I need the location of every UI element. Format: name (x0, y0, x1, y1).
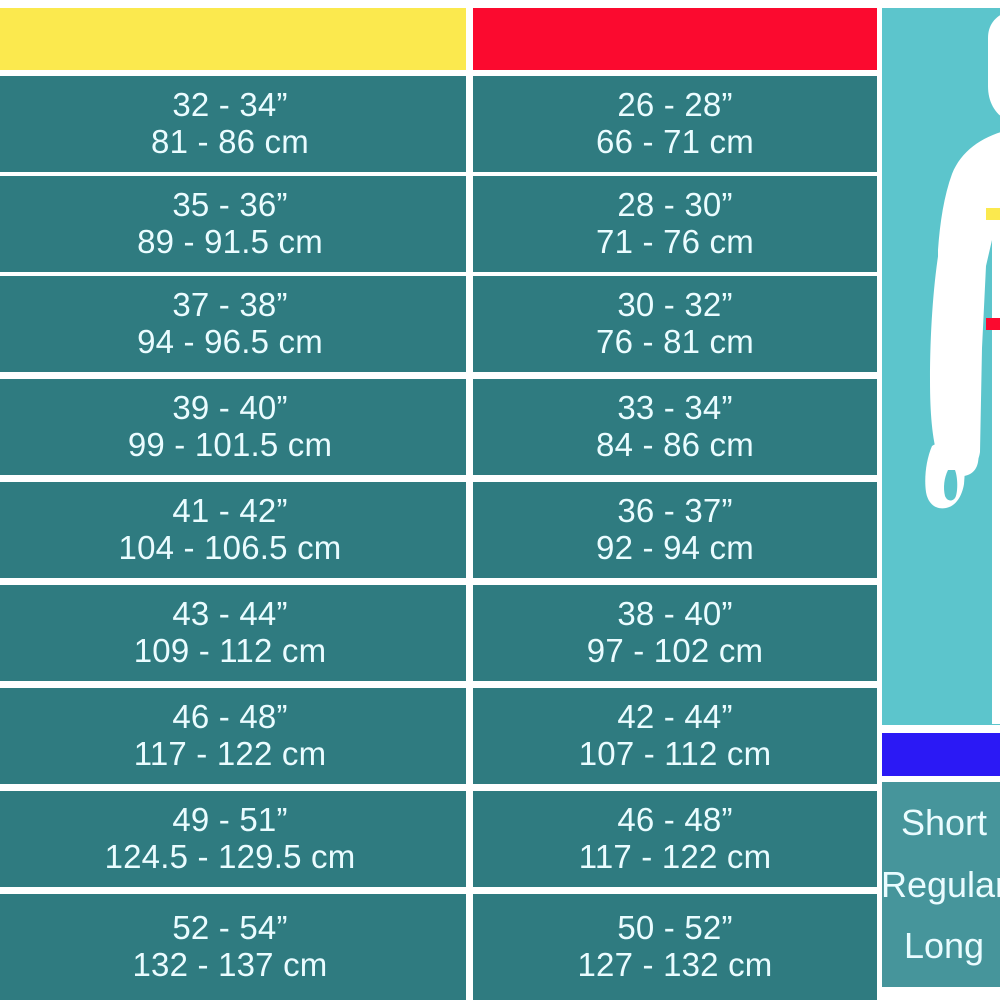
table-row: 49 - 51” 124.5 - 129.5 cm (0, 791, 466, 887)
waist-cm: 97 - 102 cm (586, 632, 764, 669)
chest-measure-line (986, 208, 1000, 220)
table-row: 28 - 30” 71 - 76 cm (473, 176, 877, 272)
body-silhouette-icon (925, 15, 1000, 724)
chest-inches: 49 - 51” (172, 801, 288, 839)
waist-cm: 127 - 132 cm (577, 946, 773, 983)
chest-cm: 94 - 96.5 cm (137, 323, 323, 360)
chest-cm: 104 - 106.5 cm (118, 529, 342, 566)
table-row: 43 - 44” 109 - 112 cm (0, 585, 466, 681)
length-option-long[interactable]: Long (903, 925, 985, 967)
chest-inches: 39 - 40” (172, 389, 288, 427)
waist-cm: 76 - 81 cm (596, 323, 754, 360)
waist-inches: 30 - 32” (617, 286, 733, 324)
waist-inches: 42 - 44” (617, 698, 733, 736)
table-row: 30 - 32” 76 - 81 cm (473, 276, 877, 372)
table-row: 41 - 42” 104 - 106.5 cm (0, 482, 466, 578)
table-row: 42 - 44” 107 - 112 cm (473, 688, 877, 784)
length-header-bar (882, 733, 1000, 776)
waist-cm: 117 - 122 cm (578, 838, 772, 875)
table-row: 32 - 34” 81 - 86 cm (0, 76, 466, 172)
chest-inches: 52 - 54” (172, 909, 288, 947)
chest-inches: 41 - 42” (172, 492, 288, 530)
table-row: 35 - 36” 89 - 91.5 cm (0, 176, 466, 272)
table-row: 46 - 48” 117 - 122 cm (473, 791, 877, 887)
table-row: 33 - 34” 84 - 86 cm (473, 379, 877, 475)
chest-inches: 43 - 44” (172, 595, 288, 633)
waist-cm: 92 - 94 cm (596, 529, 754, 566)
table-row: 36 - 37” 92 - 94 cm (473, 482, 877, 578)
chest-header-bar (0, 8, 466, 70)
table-row: 38 - 40” 97 - 102 cm (473, 585, 877, 681)
chest-inches: 35 - 36” (172, 186, 288, 224)
table-row: 37 - 38” 94 - 96.5 cm (0, 276, 466, 372)
waist-inches: 28 - 30” (617, 186, 733, 224)
table-row: 52 - 54” 132 - 137 cm (0, 894, 466, 1000)
length-option-short[interactable]: Short (900, 801, 988, 843)
waist-inches: 38 - 40” (617, 595, 733, 633)
waist-cm: 84 - 86 cm (596, 426, 754, 463)
waist-cm: 71 - 76 cm (596, 223, 754, 260)
waist-inches: 46 - 48” (617, 801, 733, 839)
chest-inches: 32 - 34” (172, 86, 288, 124)
chest-cm: 124.5 - 129.5 cm (104, 838, 356, 875)
table-row: 26 - 28” 66 - 71 cm (473, 76, 877, 172)
waist-cm: 66 - 71 cm (596, 123, 754, 160)
waist-header-bar (473, 8, 877, 70)
waist-inches: 26 - 28” (617, 86, 733, 124)
chest-cm: 89 - 91.5 cm (137, 223, 323, 260)
chest-cm: 99 - 101.5 cm (127, 426, 333, 463)
chest-cm: 81 - 86 cm (151, 123, 309, 160)
chest-cm: 109 - 112 cm (133, 632, 327, 669)
waist-inches: 36 - 37” (617, 492, 733, 530)
body-figure-panel (882, 8, 1000, 725)
length-option-regular[interactable]: Regular (880, 863, 1000, 905)
waist-cm: 107 - 112 cm (578, 735, 772, 772)
chest-cm: 117 - 122 cm (133, 735, 327, 772)
waist-measure-line (986, 318, 1000, 330)
chest-cm: 132 - 137 cm (132, 946, 328, 983)
chest-inches: 37 - 38” (172, 286, 288, 324)
table-row: 50 - 52” 127 - 132 cm (473, 894, 877, 1000)
waist-inches: 50 - 52” (617, 909, 733, 947)
chest-inches: 46 - 48” (172, 698, 288, 736)
length-options-cell: Short Regular Long (880, 782, 1000, 987)
table-row: 39 - 40” 99 - 101.5 cm (0, 379, 466, 475)
waist-inches: 33 - 34” (617, 389, 733, 427)
table-row: 46 - 48” 117 - 122 cm (0, 688, 466, 784)
